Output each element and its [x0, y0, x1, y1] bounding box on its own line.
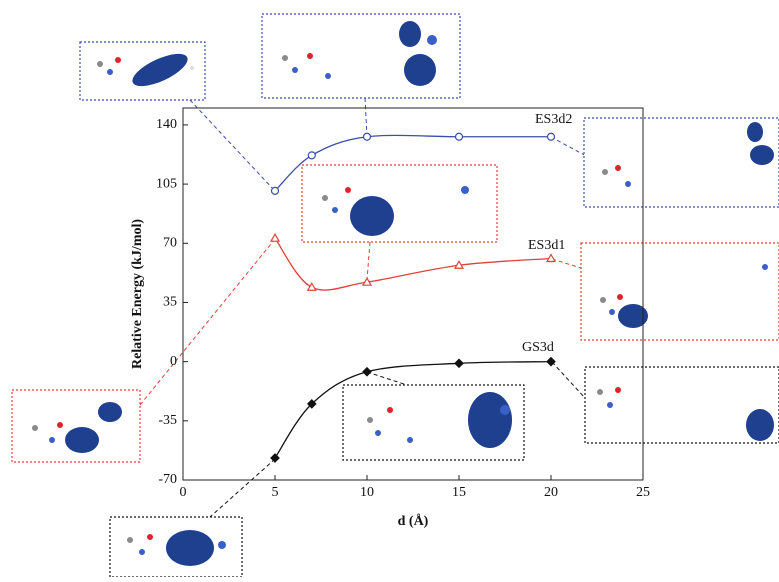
inset	[584, 366, 779, 444]
point	[362, 132, 372, 141]
inset	[11, 389, 141, 463]
leader	[366, 241, 371, 281]
series-label: GS3d	[522, 340, 554, 355]
leader	[364, 97, 368, 138]
point	[453, 260, 465, 269]
y-axis-label: Relative Energy (kJ/mol)	[130, 219, 145, 369]
y-tick-label: 0	[170, 354, 177, 369]
x-axis-label: d (Å)	[398, 513, 429, 529]
y-tick-label: -70	[158, 472, 177, 487]
y-tick-label: -35	[158, 413, 177, 428]
leader	[366, 371, 411, 387]
inset	[301, 164, 498, 243]
leader	[189, 99, 276, 192]
insets	[11, 13, 779, 578]
x-tick-label: 20	[544, 485, 558, 500]
inset	[79, 41, 206, 101]
point	[454, 132, 464, 141]
leader	[209, 458, 276, 518]
point	[307, 151, 316, 160]
y-tick-label: 105	[156, 176, 177, 191]
inset	[261, 13, 461, 99]
x-tick-label: 15	[452, 485, 466, 500]
y-tick-label: 140	[156, 117, 177, 132]
point	[269, 232, 281, 242]
point	[546, 356, 556, 367]
point	[454, 358, 464, 369]
point	[270, 453, 280, 463]
point	[361, 276, 373, 286]
series-line	[274, 134, 551, 192]
inset	[580, 242, 779, 341]
series-label: ES3d2	[535, 112, 572, 127]
leader	[551, 258, 582, 269]
y-tick-label: 35	[163, 295, 177, 310]
x-tick-label: 10	[360, 485, 374, 500]
point	[545, 253, 557, 263]
x-tick-label: 25	[636, 485, 650, 500]
point	[306, 399, 317, 409]
inset	[342, 384, 525, 461]
leader	[550, 136, 591, 159]
x-tick-label: 5	[272, 485, 279, 500]
point	[546, 132, 556, 141]
inset	[583, 117, 779, 208]
series-label: ES3d1	[528, 238, 565, 253]
point	[306, 282, 317, 291]
plot-frame	[182, 107, 644, 481]
x-tick-label: 0	[180, 485, 187, 500]
inset	[109, 516, 243, 578]
point	[270, 186, 280, 195]
y-tick-label: 70	[163, 235, 177, 250]
series-line	[274, 237, 552, 291]
leader	[551, 361, 586, 399]
point	[362, 366, 372, 377]
leader	[139, 238, 276, 406]
